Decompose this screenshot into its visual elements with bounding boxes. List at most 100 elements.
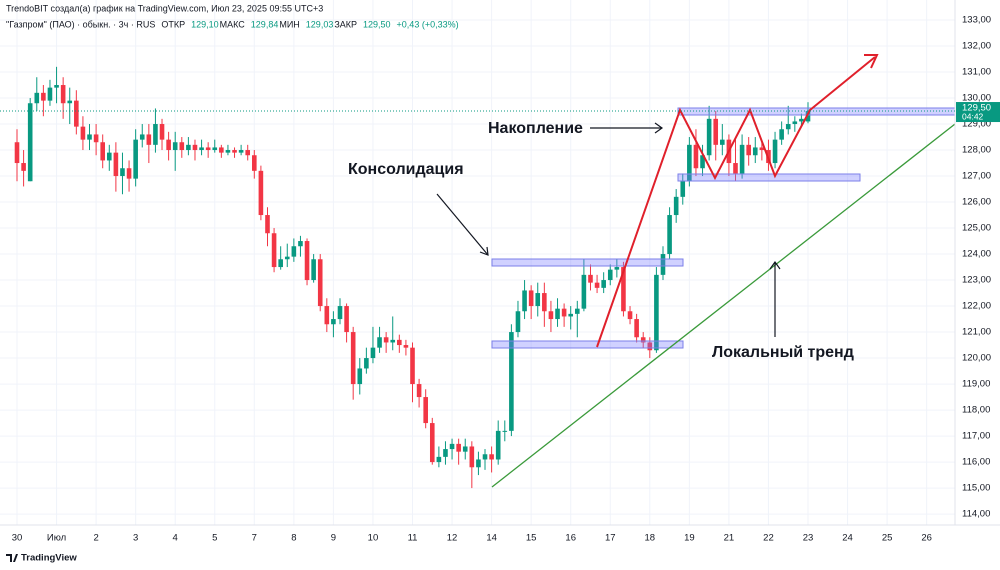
candle-body <box>74 100 79 127</box>
candle-body <box>799 118 804 122</box>
y-tick-label: 123,00 <box>962 275 991 286</box>
y-tick-label: 128,00 <box>962 145 991 156</box>
candle-body <box>21 163 26 171</box>
y-tick-label: 122,00 <box>962 301 991 312</box>
candle-body <box>502 430 508 432</box>
candle-body <box>772 139 778 164</box>
candle-body <box>693 144 699 169</box>
candle-body <box>660 254 666 275</box>
candle-body <box>469 446 475 468</box>
candle-body <box>673 196 679 216</box>
candle-body <box>561 308 567 317</box>
candle-body <box>219 147 224 153</box>
candle-body <box>304 241 310 281</box>
arrow-head <box>769 260 781 270</box>
candle-body <box>47 87 53 101</box>
candle-body <box>654 274 659 351</box>
candle-body <box>456 443 461 452</box>
candle-body <box>34 92 40 104</box>
candle-body <box>120 168 125 177</box>
candle-body <box>581 274 587 309</box>
candle-body <box>27 103 33 182</box>
candle-body <box>640 337 646 343</box>
candle-body <box>370 347 376 359</box>
legend-item: 129,03 <box>306 19 334 29</box>
candle-body <box>805 111 811 122</box>
candle-body <box>344 306 349 333</box>
y-tick-label: 129,00 <box>962 119 991 130</box>
y-tick-label: 115,00 <box>962 483 990 494</box>
candle-body <box>509 332 514 431</box>
candle-body <box>792 121 798 125</box>
candle-body <box>179 142 185 151</box>
x-tick-label: 16 <box>565 533 576 544</box>
x-tick-label: 12 <box>447 533 458 544</box>
candle-body <box>238 150 244 153</box>
y-tick-label: 133,00 <box>962 15 991 26</box>
candle-body <box>311 259 316 281</box>
countdown: 04:42 <box>962 111 984 121</box>
candle-body <box>627 311 633 320</box>
candle-body <box>574 308 580 314</box>
candle-body <box>357 368 363 385</box>
candle-body <box>542 293 547 312</box>
candle-body <box>331 319 336 325</box>
candle-body <box>535 293 541 307</box>
y-tick-label: 121,00 <box>962 327 991 338</box>
candles <box>14 66 811 489</box>
candle-body <box>205 147 211 151</box>
y-tick-label: 132,00 <box>962 41 991 52</box>
candle-body <box>601 280 606 288</box>
candle-body <box>80 126 86 140</box>
y-tick-label: 114,00 <box>962 509 990 520</box>
candle-body <box>403 345 409 348</box>
candle-body <box>159 124 165 140</box>
candle-body <box>647 342 653 351</box>
y-tick-label: 126,00 <box>962 197 991 208</box>
candle-body <box>700 155 705 169</box>
candle-body <box>706 118 712 156</box>
candle-body <box>614 267 620 270</box>
candle-body <box>186 144 191 151</box>
x-tick-label: 30 <box>12 533 23 544</box>
candle-body <box>733 163 738 174</box>
x-tick-label: 11 <box>408 533 418 544</box>
x-tick-label: 7 <box>252 533 257 544</box>
candle-body <box>232 150 237 153</box>
legend-item: МАКС <box>220 19 246 29</box>
candle-body <box>271 233 277 268</box>
annotation: Локальный тренд <box>712 344 854 361</box>
brand-name: TradingView <box>21 553 77 564</box>
candle-body <box>383 337 389 343</box>
arrow-head <box>864 54 879 69</box>
candle-body <box>720 139 725 145</box>
candle-body <box>337 306 343 320</box>
brand: TradingView <box>6 553 77 564</box>
candle-body <box>245 150 251 156</box>
candle-body <box>594 282 600 288</box>
x-tick-label: 2 <box>93 533 98 544</box>
candle-body <box>225 150 231 153</box>
legend-item: "Газпром" (ПАО) · обыкн. · 3ч · RUS <box>6 19 155 29</box>
arrow-head <box>654 122 664 134</box>
x-tick-label: 17 <box>605 533 616 544</box>
candle-body <box>192 144 198 151</box>
candle-body <box>548 311 554 320</box>
candle-body <box>100 142 105 161</box>
y-tick-label: 130,00 <box>962 93 991 104</box>
x-tick-label: 15 <box>526 533 537 544</box>
legend-item: ОТКР <box>161 19 185 29</box>
candle-body <box>416 384 422 398</box>
legend-item: +0,43 (+0,33%) <box>397 19 459 29</box>
candle-body <box>324 306 330 325</box>
candle-body <box>785 124 791 130</box>
candle-body <box>14 142 20 164</box>
candle-body <box>87 134 92 140</box>
y-tick-label: 116,00 <box>962 457 990 468</box>
zone <box>491 258 684 267</box>
candle-body <box>317 259 323 307</box>
candle-body <box>284 256 290 260</box>
candle-body <box>172 142 178 151</box>
legend-item: 129,84 <box>251 19 279 29</box>
